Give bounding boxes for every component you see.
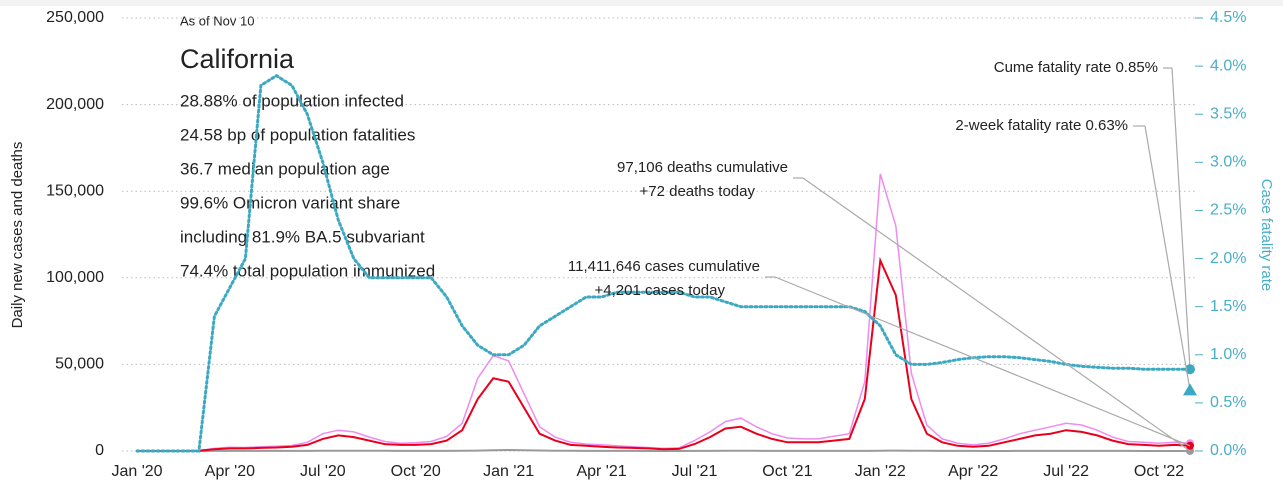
y-axis-label: Daily new cases and deaths <box>9 142 26 329</box>
x-tick-label: Jul '20 <box>300 463 346 480</box>
annotation: 2-week fatality rate 0.63% <box>955 117 1128 134</box>
series-line <box>137 256 1191 452</box>
series-line <box>135 73 1192 453</box>
annotation: Cume fatality rate 0.85% <box>994 59 1158 76</box>
info-line: 24.58 bp of population fatalities <box>180 125 415 144</box>
y-tick-label: 250,000 <box>46 9 104 26</box>
y2-axis-label: Case fatality rate <box>1258 179 1275 292</box>
y-tick-label: 100,000 <box>46 269 104 286</box>
info-line: including 81.9% BA.5 subvariant <box>180 227 425 246</box>
y2-tick-label: 0.5% <box>1210 394 1246 411</box>
x-tick-label: Oct '21 <box>762 463 812 480</box>
two-week-marker <box>1183 383 1197 396</box>
x-tick-label: Apr '21 <box>576 463 626 480</box>
x-tick-label: Jan '22 <box>855 463 906 480</box>
leader-line <box>774 276 1191 447</box>
leader-line <box>1144 125 1191 391</box>
series-line <box>137 173 1191 452</box>
annotation: 11,411,646 cases cumulative <box>568 258 760 275</box>
cume-marker <box>1185 364 1195 375</box>
x-tick-label: Oct '20 <box>391 463 441 480</box>
y2-tick-label: 4.0% <box>1210 57 1246 74</box>
y-tick-label: 150,000 <box>46 182 104 199</box>
info-line: 74.4% total population immunized <box>180 261 435 280</box>
y2-tick-label: 0.0% <box>1210 442 1246 459</box>
chart-title: California <box>180 44 295 74</box>
y2-tick-label: 2.0% <box>1210 250 1246 267</box>
x-tick-label: Apr '20 <box>205 463 255 480</box>
leader-line <box>1171 67 1191 370</box>
annotation-note: +4,201 cases today <box>594 282 725 299</box>
info-line: 28.88% of population infected <box>180 91 404 110</box>
leader-line <box>802 177 1191 452</box>
info-line: 99.6% Omicron variant share <box>180 193 400 212</box>
y2-tick-label: 3.5% <box>1210 105 1246 122</box>
x-tick-label: Jul '22 <box>1043 463 1089 480</box>
series-line <box>137 448 1190 452</box>
x-tick-label: Jul '21 <box>672 463 718 480</box>
info-line: 36.7 median population age <box>180 159 390 178</box>
y2-tick-label: 2.5% <box>1210 202 1246 219</box>
top-strip <box>0 0 1283 6</box>
x-tick-label: Apr '22 <box>948 463 998 480</box>
y2-tick-label: 1.0% <box>1210 346 1246 363</box>
y-tick-label: 50,000 <box>55 356 104 373</box>
y2-tick-label: 3.0% <box>1210 154 1246 171</box>
y2-tick-label: 4.5% <box>1210 9 1246 26</box>
y2-tick-label: 1.5% <box>1210 298 1246 315</box>
y-tick-label: 200,000 <box>46 96 104 113</box>
x-tick-label: Jan '21 <box>483 463 534 480</box>
annotation-note: +72 deaths today <box>639 183 755 200</box>
subtitle: As of Nov 10 <box>180 13 254 28</box>
x-tick-label: Oct '22 <box>1134 463 1184 480</box>
x-tick-label: Jan '20 <box>111 463 162 480</box>
y-tick-label: 0 <box>95 442 104 459</box>
annotation: 97,106 deaths cumulative <box>617 159 788 176</box>
